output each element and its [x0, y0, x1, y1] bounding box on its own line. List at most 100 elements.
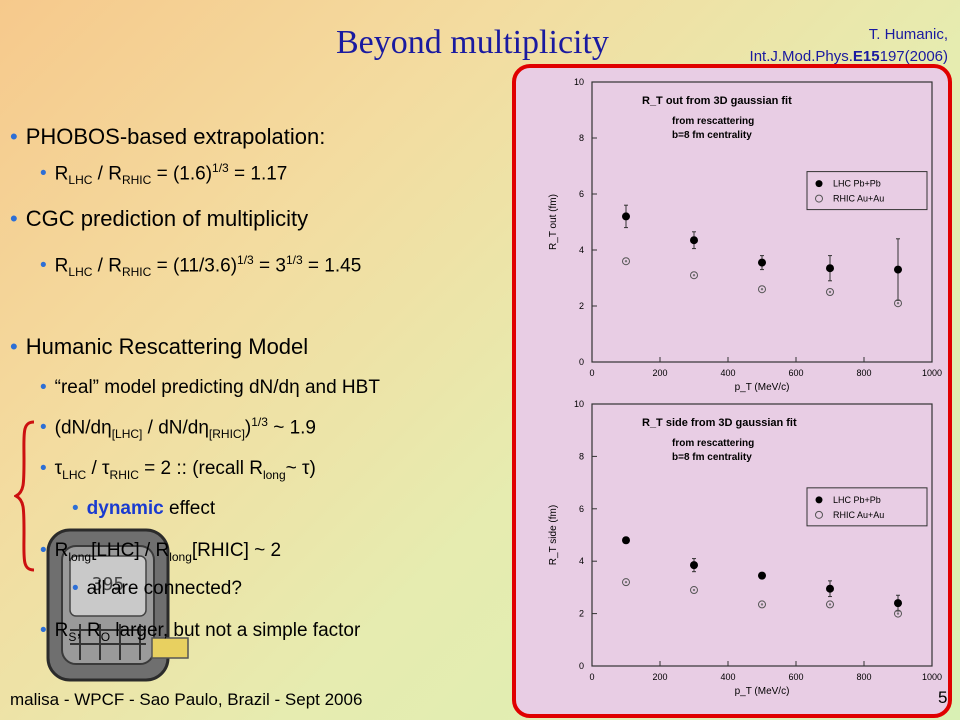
bullet-humanic: • Humanic Rescattering Model: [10, 334, 309, 359]
bullet-real-model: • “real” model predicting dN/dη and HBT: [40, 377, 380, 398]
y-axis-label: R_T side (fm): [548, 505, 559, 565]
data-point-rhic: [622, 578, 630, 587]
y-tick-label: 6: [579, 504, 584, 514]
data-point-lhc: [758, 258, 766, 267]
bullet-dndeta-ratio: • (dN/dη[LHC] / dN/dη[RHIC])1/3 ~ 1.9: [40, 415, 317, 442]
x-axis-label: p_T (MeV/c): [735, 382, 790, 393]
chart-title: R_T out from 3D gaussian fit: [642, 95, 792, 107]
data-point-rhic: [758, 600, 766, 609]
y-axis-label: R_T out (fm): [548, 194, 559, 250]
legend-box: [806, 171, 928, 211]
y-tick-label: 0: [579, 357, 584, 367]
data-point-rhic: [690, 586, 698, 595]
legend-label: LHC Pb+Pb: [833, 495, 881, 505]
legend-box: [806, 487, 928, 527]
svg-text:395: 395: [92, 574, 125, 595]
data-point-lhc: [826, 584, 834, 593]
footer-text: malisa - WPCF - Sao Paulo, Brazil - Sept…: [10, 690, 363, 709]
x-tick-label: 0: [589, 368, 594, 378]
y-tick-label: 2: [579, 609, 584, 619]
data-point-rhic-center: [828, 290, 832, 294]
y-tick-label: 6: [579, 189, 584, 199]
legend-marker: [815, 180, 823, 188]
chart-title: R_T side from 3D gaussian fit: [642, 417, 797, 429]
bullet-dot-icon: •: [10, 334, 18, 359]
tape-measure-image: 395: [46, 528, 189, 682]
data-point-rhic: [894, 609, 902, 618]
bullet-rlong-ratio: • Rlong[LHC] / Rlong[RHIC] ~ 2: [40, 540, 282, 564]
data-point-rhic-center: [624, 260, 628, 263]
bullet-dot-icon: •: [40, 458, 47, 479]
data-point-lhc: [758, 571, 766, 580]
bullet-dot-icon: •: [40, 620, 47, 641]
data-point-lhc: [690, 561, 698, 570]
data-point-rhic-center: [760, 603, 764, 606]
y-tick-label: 8: [579, 451, 584, 461]
data-point-lhc: [622, 536, 630, 545]
legend-label: LHC Pb+Pb: [833, 179, 881, 189]
y-tick-label: 0: [579, 661, 584, 671]
chart-annotation: from rescattering: [672, 438, 754, 449]
legend-label: RHIC Au+Au: [833, 510, 884, 520]
bullet-dot-icon: •: [40, 255, 47, 277]
data-point-rhic-center: [624, 580, 628, 584]
legend-marker: [815, 510, 823, 519]
bullet-dot-icon: •: [72, 498, 79, 519]
data-point-lhc: [826, 264, 834, 273]
x-tick-label: 600: [788, 672, 803, 682]
x-tick-label: 0: [589, 672, 594, 682]
bullet-phobos: • PHOBOS-based extrapolation:: [10, 124, 326, 149]
data-point-rhic: [622, 257, 630, 266]
x-tick-label: 200: [652, 368, 667, 378]
legend-marker: [815, 496, 823, 504]
data-point-rhic: [690, 271, 698, 280]
data-point-rhic-center: [896, 302, 900, 305]
y-tick-label: 10: [574, 77, 584, 87]
data-point-rhic-center: [828, 603, 832, 606]
x-tick-label: 800: [856, 368, 871, 378]
data-point-rhic: [894, 299, 902, 308]
y-tick-label: 10: [574, 399, 584, 409]
data-point-rhic-center: [692, 274, 696, 277]
plot-frame: [591, 403, 933, 667]
y-tick-label: 4: [579, 556, 584, 566]
y-tick-label: 8: [579, 133, 584, 143]
legend-label: RHIC Au+Au: [833, 194, 884, 204]
slide-title: Beyond multiplicity: [336, 24, 609, 61]
legend-marker: [815, 194, 823, 203]
bullet-dot-icon: •: [10, 124, 18, 149]
x-tick-label: 200: [652, 672, 667, 682]
bullet-dot-icon: •: [72, 578, 79, 599]
bullet-dot-icon: •: [40, 417, 47, 439]
y-tick-label: 2: [579, 301, 584, 311]
x-tick-label: 800: [856, 672, 871, 682]
data-point-rhic-center: [692, 588, 696, 592]
bullet-dynamic-effect: • dynamic effect: [72, 498, 216, 519]
data-point-lhc: [622, 212, 630, 221]
citation-reference: Int.J.Mod.Phys.E15197(2006): [749, 48, 948, 65]
chart-annotation: from rescattering: [672, 116, 754, 127]
bullet-dot-icon: •: [40, 377, 47, 398]
x-tick-label: 1000: [922, 672, 942, 682]
bullet-cgc-ratio: • RLHC / RRHIC = (11/3.6)1/3 = 31/3 = 1.4…: [40, 253, 362, 280]
x-tick-label: 400: [720, 672, 735, 682]
data-point-rhic: [826, 600, 834, 609]
chart-annotation: b=8 fm centrality: [672, 452, 752, 463]
citation-author: T. Humanic,: [868, 26, 948, 43]
citation: T. Humanic, Int.J.Mod.Phys.E15197(2006): [750, 24, 948, 68]
data-point-rhic-center: [760, 288, 764, 291]
y-tick-label: 4: [579, 245, 584, 255]
data-point-lhc: [894, 599, 902, 608]
curly-brace-icon: [14, 420, 35, 572]
bullet-dot-icon: •: [40, 163, 47, 185]
bullet-tau-ratio: • τLHC / τRHIC = 2 :: (recall Rlong~ τ): [40, 458, 316, 482]
data-point-rhic: [826, 288, 834, 296]
data-point-lhc: [894, 265, 902, 274]
x-axis-label: p_T (MeV/c): [735, 686, 790, 697]
bullet-dot-icon: •: [10, 206, 18, 231]
page-number: 5: [938, 688, 948, 707]
chart-annotation: b=8 fm centrality: [672, 130, 752, 141]
x-tick-label: 400: [720, 368, 735, 378]
bullet-rs-ro: • RS, RO larger, but not a simple factor: [40, 620, 361, 644]
